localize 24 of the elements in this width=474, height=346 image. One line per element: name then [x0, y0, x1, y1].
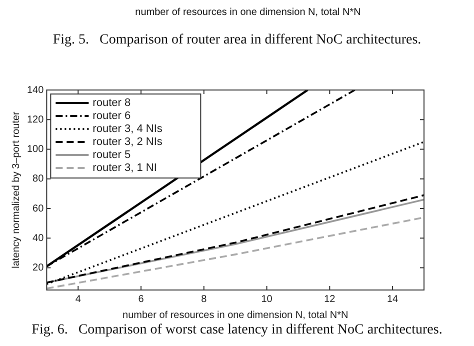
y-tick-label: 40	[32, 232, 44, 244]
y-tick-label: 80	[32, 174, 44, 185]
legend-label: router 6	[92, 110, 131, 122]
legend-label: router 3, 1 NI	[92, 162, 157, 174]
legend-label: router 5	[92, 149, 131, 162]
caption: Fig. 6. Comparison of worst case latency in different NoC architectures.	[32, 322, 442, 338]
y-tick-label: 60	[32, 203, 44, 214]
x-axis-title: number of resources in one dimension N, total N*N	[122, 310, 348, 321]
y-tick-label: 20	[32, 262, 44, 274]
y-tick-label: 140	[26, 84, 44, 96]
legend-label: router 3, 4 NIs	[92, 123, 163, 136]
x-tick-label: 10	[261, 294, 273, 305]
x-tick-label: 6	[138, 294, 144, 305]
x-tick-label: 14	[386, 294, 399, 305]
x-tick-label: 4	[75, 294, 82, 305]
text: number of resources in one dimension N, total N*N	[135, 6, 361, 18]
legend-label: router 3, 2 NIs	[92, 136, 163, 148]
legend-label: router 8	[92, 97, 131, 110]
y-tick-label: 120	[26, 114, 44, 126]
x-tick-label: 8	[201, 294, 208, 305]
caption: Fig. 5. Comparison of router area in different NoC architectures.	[52, 32, 422, 48]
x-tick-label: 12	[324, 294, 336, 305]
y-tick-label: 100	[26, 144, 44, 156]
y-axis-title: latency normalized by 3–port router	[10, 110, 22, 268]
